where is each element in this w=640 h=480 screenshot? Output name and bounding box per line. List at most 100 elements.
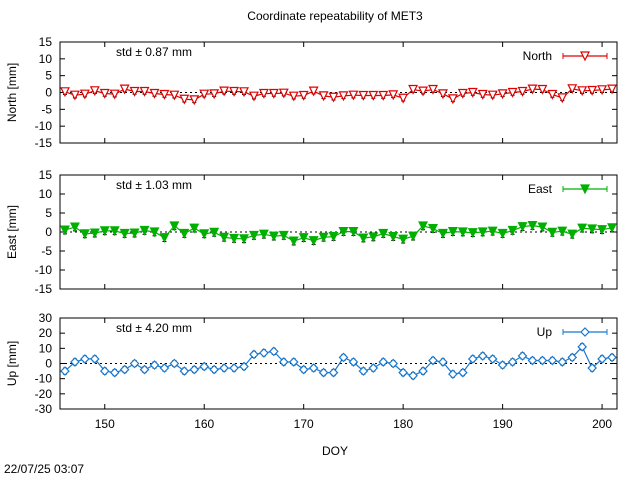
data-point xyxy=(60,225,70,236)
data-point xyxy=(119,84,130,95)
data-point xyxy=(457,367,468,378)
data-point xyxy=(348,357,359,367)
y-tick-label: -20 xyxy=(35,387,53,401)
data-point xyxy=(547,227,558,238)
data-point xyxy=(487,354,498,364)
data-point xyxy=(209,364,220,375)
data-point xyxy=(477,89,488,100)
data-point xyxy=(80,354,90,364)
x-tick-label: 160 xyxy=(194,417,214,431)
data-point xyxy=(179,228,190,239)
data-point xyxy=(448,369,458,379)
data-point xyxy=(248,91,259,102)
data-point xyxy=(159,89,170,100)
data-point xyxy=(587,224,598,235)
data-point xyxy=(288,236,299,247)
data-point xyxy=(577,86,588,97)
data-point xyxy=(418,221,429,232)
data-point xyxy=(229,233,240,244)
data-point xyxy=(328,92,339,103)
data-point xyxy=(99,366,110,376)
data-point xyxy=(199,89,210,100)
data-point xyxy=(428,223,438,234)
y-axis-label: East [mm] xyxy=(5,205,19,259)
data-point xyxy=(278,88,289,99)
data-point xyxy=(527,220,538,231)
data-point xyxy=(517,351,528,361)
data-point xyxy=(467,354,478,364)
data-point xyxy=(497,360,508,370)
data-point xyxy=(487,226,498,237)
data-point xyxy=(229,363,239,373)
data-point xyxy=(408,370,418,381)
data-point xyxy=(288,357,299,367)
data-point xyxy=(268,346,279,357)
data-point xyxy=(278,230,289,241)
data-point xyxy=(597,85,608,96)
data-point xyxy=(239,87,249,98)
data-point xyxy=(149,360,160,370)
y-tick-label: 10 xyxy=(39,52,53,66)
data-point xyxy=(408,231,419,242)
legend-marker xyxy=(580,51,590,62)
data-point xyxy=(418,86,429,97)
data-point xyxy=(338,352,349,363)
data-point xyxy=(557,226,568,237)
plot-frame xyxy=(59,41,618,144)
data-point xyxy=(368,90,379,101)
data-point xyxy=(358,233,369,244)
data-point xyxy=(129,228,140,239)
data-point xyxy=(79,229,90,240)
data-point xyxy=(527,355,538,366)
data-point xyxy=(199,229,210,240)
data-point xyxy=(587,363,597,373)
data-point xyxy=(378,357,389,367)
data-point xyxy=(268,231,279,242)
std-label: std ± 0.87 mm xyxy=(116,45,192,59)
data-point xyxy=(129,86,140,97)
chart-title: Coordinate repeatability of MET3 xyxy=(247,9,423,23)
data-point xyxy=(169,90,180,101)
data-point xyxy=(259,348,269,358)
data-point xyxy=(209,89,220,100)
data-point xyxy=(298,90,309,101)
x-tick-label: 170 xyxy=(294,417,314,431)
y-tick-label: -5 xyxy=(41,102,52,116)
data-point xyxy=(79,89,90,100)
data-point xyxy=(239,234,249,245)
legend-label: North xyxy=(523,49,552,63)
data-point xyxy=(597,354,607,364)
plot-frame xyxy=(59,317,618,410)
data-point xyxy=(507,87,518,98)
data-point xyxy=(239,361,249,372)
data-point xyxy=(467,87,478,98)
data-point xyxy=(189,364,200,375)
y-tick-label: 0 xyxy=(45,225,52,239)
data-point xyxy=(60,366,70,376)
data-point xyxy=(338,91,349,102)
y-tick-label: 15 xyxy=(39,35,53,49)
data-point xyxy=(298,233,309,244)
data-point xyxy=(288,91,299,102)
x-tick-label: 150 xyxy=(95,417,115,431)
y-tick-label: 5 xyxy=(45,206,52,220)
y-tick-label: 15 xyxy=(39,168,53,182)
data-point xyxy=(607,352,617,363)
data-point xyxy=(547,89,558,100)
data-point xyxy=(328,231,339,242)
legend-label: East xyxy=(528,182,553,196)
data-point xyxy=(189,223,200,234)
data-point xyxy=(278,357,289,367)
data-point xyxy=(229,86,240,97)
data-point xyxy=(318,91,329,102)
data-point xyxy=(507,225,518,236)
data-point xyxy=(537,84,548,95)
y-tick-label: 0 xyxy=(45,86,52,100)
data-point xyxy=(219,232,230,243)
data-point xyxy=(388,231,399,242)
data-point xyxy=(89,86,100,97)
data-point xyxy=(577,223,588,234)
y-axis-label: North [mm] xyxy=(5,63,19,122)
y-tick-label: -10 xyxy=(35,372,53,386)
data-point xyxy=(308,86,319,97)
